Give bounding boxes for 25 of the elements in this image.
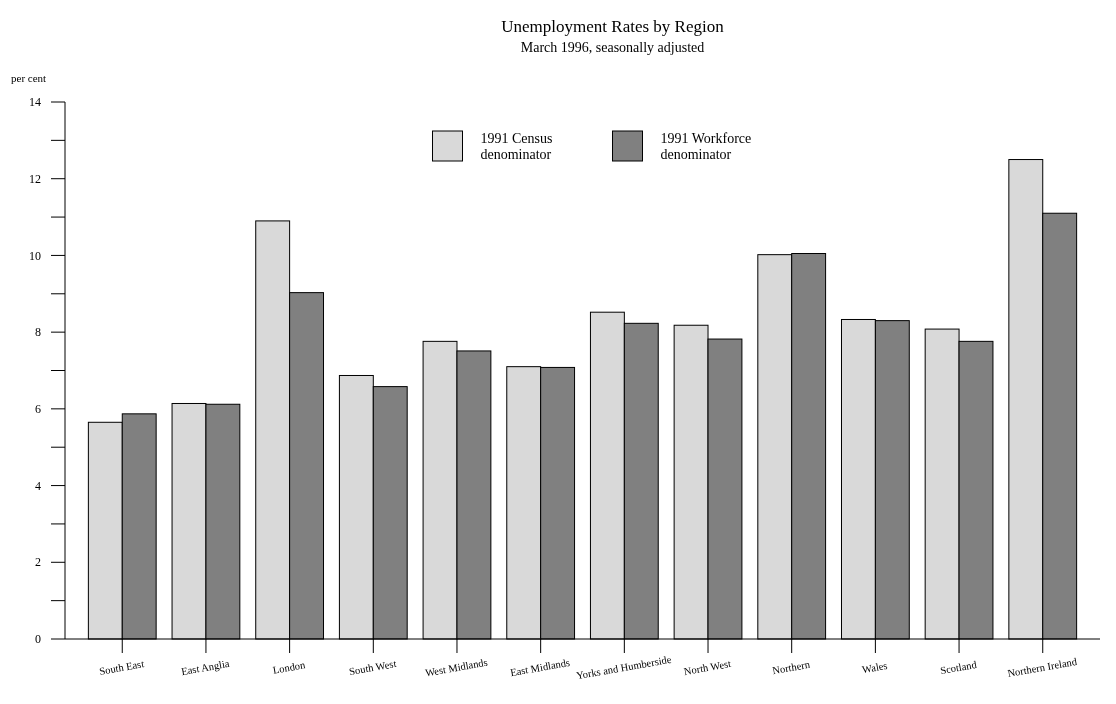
- x-tick-label: Wales: [861, 659, 889, 676]
- x-tick-label: West Midlands: [424, 656, 489, 679]
- y-tick-label: 2: [35, 555, 41, 570]
- y-tick-label: 10: [29, 248, 41, 263]
- x-tick-label: Yorks and Humberside: [575, 653, 673, 682]
- legend-label: 1991 Census denominator: [480, 131, 553, 162]
- y-axis-title: per cent: [11, 72, 47, 84]
- x-tick-label: East Midlands: [509, 656, 571, 679]
- y-tick-label: 4: [35, 478, 41, 493]
- y-tick-label: 8: [35, 325, 41, 340]
- y-tick-label: 12: [29, 171, 41, 186]
- chart-title: Unemployment Rates by Region: [501, 17, 725, 36]
- x-tick-label: North West: [682, 657, 732, 678]
- chart-subtitle: March 1996, seasonally adjusted: [520, 40, 705, 55]
- y-tick-label: 14: [29, 95, 41, 110]
- x-tick-label: South West: [348, 657, 398, 678]
- x-tick-label: Northern Ireland: [1006, 655, 1079, 680]
- legend-label: 1991 Workforce denominator: [660, 131, 752, 162]
- x-tick-label: East Anglia: [180, 657, 231, 678]
- x-tick-label: London: [271, 659, 307, 676]
- y-tick-label: 6: [35, 402, 41, 417]
- x-tick-label: Northern: [771, 658, 812, 677]
- y-tick-label: 0: [35, 632, 41, 647]
- x-tick-label: Scotland: [939, 658, 979, 677]
- x-tick-label: South East: [98, 658, 145, 677]
